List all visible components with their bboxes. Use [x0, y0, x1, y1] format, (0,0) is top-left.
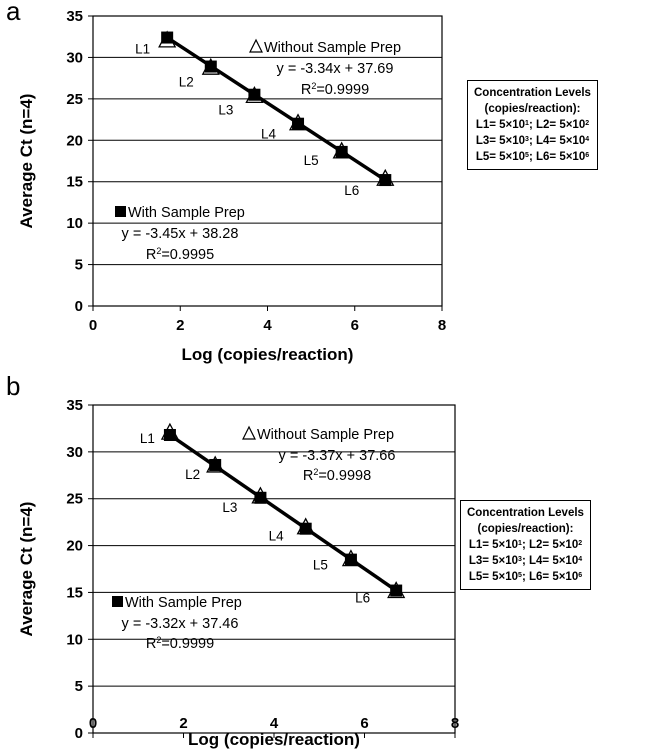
legend-title-line1: Concentration Levels [474, 87, 591, 99]
legend-row-3: L5= 5×105; L6= 5×106 [468, 571, 583, 583]
without-prep-marker [245, 85, 264, 104]
with-prep-legend-label: With Sample Prep [128, 205, 245, 221]
point-label: L5 [304, 153, 319, 168]
without-prep-marker [158, 30, 177, 48]
y-tick-label: 35 [66, 8, 83, 25]
without-prep-marker [206, 455, 225, 473]
plot-frame [92, 404, 456, 734]
legend-row-1: L1= 5×101; L2= 5×102 [468, 539, 583, 551]
y-axis-label: Average Ct (n=4) [17, 94, 36, 229]
with-prep-marker [379, 174, 392, 187]
square-legend-icon [115, 206, 126, 217]
trend-line [166, 36, 387, 182]
y-tick-label: 30 [66, 49, 83, 66]
y-tick-label: 0 [75, 725, 83, 742]
without-prep-marker [251, 486, 270, 504]
without-prep-r2: R2=0.9998 [303, 467, 371, 484]
chart-panel-a: a 0 5 10 15 20 25 30 35 0 2 4 6 8 Log (copies/reactio… [6, 0, 598, 364]
x-axis-label: Log (copies/reaction) [188, 730, 360, 749]
x-tick-label: 8 [438, 317, 446, 334]
point-label: L4 [269, 529, 285, 544]
without-prep-marker [332, 141, 351, 159]
without-prep-marker [341, 549, 361, 567]
without-prep-marker [296, 517, 315, 535]
point-label: L1 [135, 42, 150, 57]
legend-row-3: L5= 5×105; L6= 5×106 [475, 151, 590, 163]
x-tick-label: 2 [179, 715, 187, 732]
y-tick-label: 25 [66, 491, 83, 508]
legend-row-2: L3= 5×103; L4= 5×104 [475, 135, 590, 147]
x-tick-label: 6 [351, 317, 359, 334]
legend-row-1: L1= 5×101; L2= 5×102 [475, 119, 590, 131]
point-label: L4 [261, 127, 277, 142]
without-prep-marker [387, 581, 406, 599]
y-tick-label: 15 [66, 174, 83, 191]
x-tick-label: 4 [270, 715, 279, 732]
y-tick-label: 15 [66, 584, 83, 601]
y-tick-label: 20 [66, 538, 83, 555]
point-label: L1 [140, 431, 155, 446]
point-label: L3 [222, 500, 237, 515]
triangle-legend-icon [242, 425, 256, 440]
y-axis-label: Average Ct (n=4) [17, 502, 36, 637]
with-prep-equation: y = -3.45x + 38.28 [122, 226, 239, 242]
with-prep-marker [299, 522, 312, 535]
without-prep-marker [201, 57, 220, 75]
with-prep-marker [163, 428, 176, 441]
x-tick-label: 8 [451, 715, 459, 732]
point-label: L6 [355, 591, 370, 606]
y-tick-label: 10 [66, 631, 83, 648]
point-label: L2 [179, 75, 194, 90]
panel-letter-b: b [6, 371, 21, 401]
y-tick-label: 10 [66, 215, 83, 232]
panel-letter-a: a [6, 0, 21, 26]
legend-title-line1: Concentration Levels [467, 507, 584, 519]
with-prep-r2: R2=0.9995 [146, 246, 214, 263]
with-prep-legend-label: With Sample Prep [125, 595, 242, 611]
square-legend-icon [112, 596, 123, 607]
concentration-legend-a: Concentration Levels (copies/reaction): … [467, 80, 598, 170]
without-prep-marker [288, 113, 308, 131]
without-prep-equation: y = -3.37x + 37.66 [279, 448, 396, 464]
concentration-legend-b: Concentration Levels (copies/reaction): … [460, 500, 591, 590]
point-label: L6 [344, 183, 359, 198]
point-label: L3 [218, 103, 233, 118]
without-prep-marker [376, 168, 395, 186]
y-tick-label: 0 [75, 298, 83, 315]
with-prep-r2: R2=0.9999 [146, 635, 214, 652]
with-prep-marker [161, 31, 174, 44]
legend-title-line2: (copies/reaction): [484, 103, 581, 115]
without-prep-legend-label: Without Sample Prep [264, 40, 401, 56]
point-label: L5 [313, 558, 328, 573]
x-axis-label: Log (copies/reaction) [182, 345, 354, 364]
chart-a-plot: 0 5 10 15 20 25 30 35 0 2 4 6 8 Log (copies/reaction)… [17, 8, 446, 364]
y-tick-label: 35 [66, 397, 83, 414]
y-tick-label: 25 [66, 91, 83, 108]
without-prep-legend-label: Without Sample Prep [257, 427, 394, 443]
x-tick-label: 2 [176, 317, 184, 334]
chart-panel-b: b 0 5 10 15 20 25 30 35 0 2 4 6 8 Log (copies/reactio… [0, 371, 647, 749]
x-tick-label: 6 [360, 715, 368, 732]
with-prep-marker [254, 491, 267, 504]
x-tick-label: 0 [89, 317, 97, 334]
without-prep-marker [160, 422, 180, 440]
without-prep-equation: y = -3.34x + 37.69 [277, 61, 394, 77]
y-tick-label: 30 [66, 444, 83, 461]
triangle-legend-icon [249, 38, 263, 53]
point-label: L2 [185, 467, 200, 482]
y-tick-label: 5 [75, 678, 83, 695]
x-tick-label: 0 [89, 715, 97, 732]
chart-b-plot: 0 5 10 15 20 25 30 35 0 2 4 6 8 Log (copies/reaction)… [17, 397, 459, 749]
legend-title-line2: (copies/reaction): [477, 523, 574, 535]
x-tick-label: 4 [263, 317, 272, 334]
y-tick-label: 5 [75, 257, 83, 274]
with-prep-equation: y = -3.32x + 37.46 [122, 616, 239, 632]
without-prep-r2: R2=0.9999 [301, 81, 369, 98]
y-tick-label: 20 [66, 132, 83, 149]
legend-row-2: L3= 5×103; L4= 5×104 [468, 555, 583, 567]
